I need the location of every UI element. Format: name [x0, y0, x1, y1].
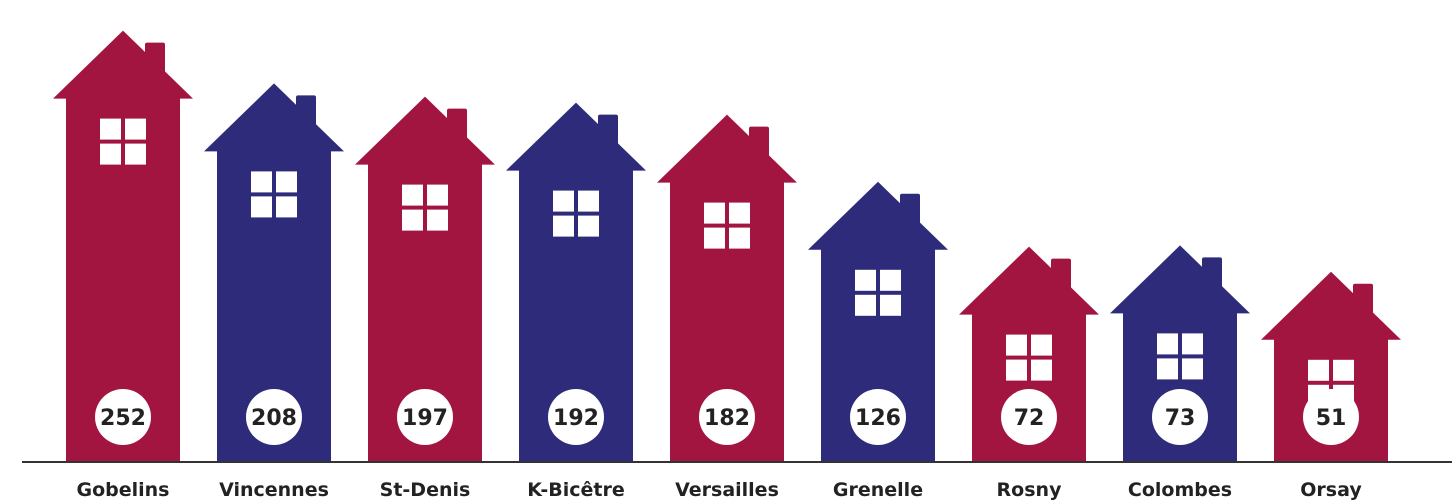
window-pane [578, 215, 599, 237]
window-pane [427, 184, 448, 206]
window-pane [880, 294, 901, 316]
roof [657, 114, 797, 183]
data-label: 192 [553, 406, 599, 431]
window-pane [553, 190, 574, 212]
value-badge [1152, 389, 1208, 445]
bar-house-6: 72 [959, 246, 1099, 463]
data-label: 208 [251, 406, 297, 431]
window-pane [553, 215, 574, 237]
data-label: 51 [1316, 406, 1347, 431]
window-pane [578, 190, 599, 212]
data-label: 73 [1165, 406, 1196, 431]
data-label: 126 [855, 406, 901, 431]
roof [506, 102, 646, 171]
category-label: Colombes [1128, 479, 1232, 501]
value-badge [95, 389, 151, 445]
window-pane [100, 118, 121, 140]
window-pane [704, 202, 725, 224]
category-label: Versailles [675, 479, 779, 501]
data-label: 197 [402, 406, 448, 431]
category-label: Vincennes [219, 479, 329, 501]
value-badge [548, 389, 604, 445]
value-badge [1001, 389, 1057, 445]
window-pane [855, 269, 876, 291]
window-pane [1333, 359, 1354, 381]
roof [808, 181, 948, 250]
window-pane [1031, 359, 1052, 381]
category-label: Grenelle [833, 479, 923, 501]
category-label: Gobelins [77, 479, 170, 501]
bar-house-4: 182 [657, 114, 797, 463]
window-pane [1182, 358, 1203, 380]
data-label: 252 [100, 406, 146, 431]
roof [355, 96, 495, 165]
window-pane [1157, 333, 1178, 355]
value-badge [246, 389, 302, 445]
bar-house-5: 126 [808, 181, 948, 463]
bar-house-8: 51 [1261, 271, 1401, 463]
window-pane [1182, 333, 1203, 355]
category-label: St-Denis [380, 479, 471, 501]
bar-house-1: 208 [204, 83, 344, 463]
roof [1110, 245, 1250, 314]
roof [53, 30, 193, 99]
window-pane [251, 171, 272, 193]
data-label: 182 [704, 406, 750, 431]
window-pane [276, 171, 297, 193]
window-pane [1006, 359, 1027, 381]
window-pane [125, 143, 146, 165]
window-pane [251, 196, 272, 218]
window-pane [880, 269, 901, 291]
bar-house-2: 197 [355, 96, 495, 463]
value-badge [850, 389, 906, 445]
value-badge [699, 389, 755, 445]
roof [959, 246, 1099, 315]
window-pane [402, 209, 423, 231]
value-badge [397, 389, 453, 445]
window-pane [1006, 334, 1027, 356]
value-badge [1303, 389, 1359, 445]
window-pane [427, 209, 448, 231]
window-pane [125, 118, 146, 140]
category-label: Rosny [997, 479, 1063, 501]
bar-house-0: 252 [53, 30, 193, 463]
window-pane [1031, 334, 1052, 356]
data-label: 72 [1014, 406, 1045, 431]
window-pane [1157, 358, 1178, 380]
window-pane [855, 294, 876, 316]
window-pane [729, 227, 750, 249]
category-label: K-Bicêtre [527, 479, 624, 501]
window-pane [100, 143, 121, 165]
bar-house-7: 73 [1110, 245, 1250, 463]
window-pane [1308, 359, 1329, 381]
window-pane [729, 202, 750, 224]
window-pane [704, 227, 725, 249]
window-pane [402, 184, 423, 206]
category-label: Orsay [1300, 479, 1362, 501]
roof [204, 83, 344, 152]
roof [1261, 271, 1401, 340]
window-pane [276, 196, 297, 218]
bar-house-3: 192 [506, 102, 646, 463]
